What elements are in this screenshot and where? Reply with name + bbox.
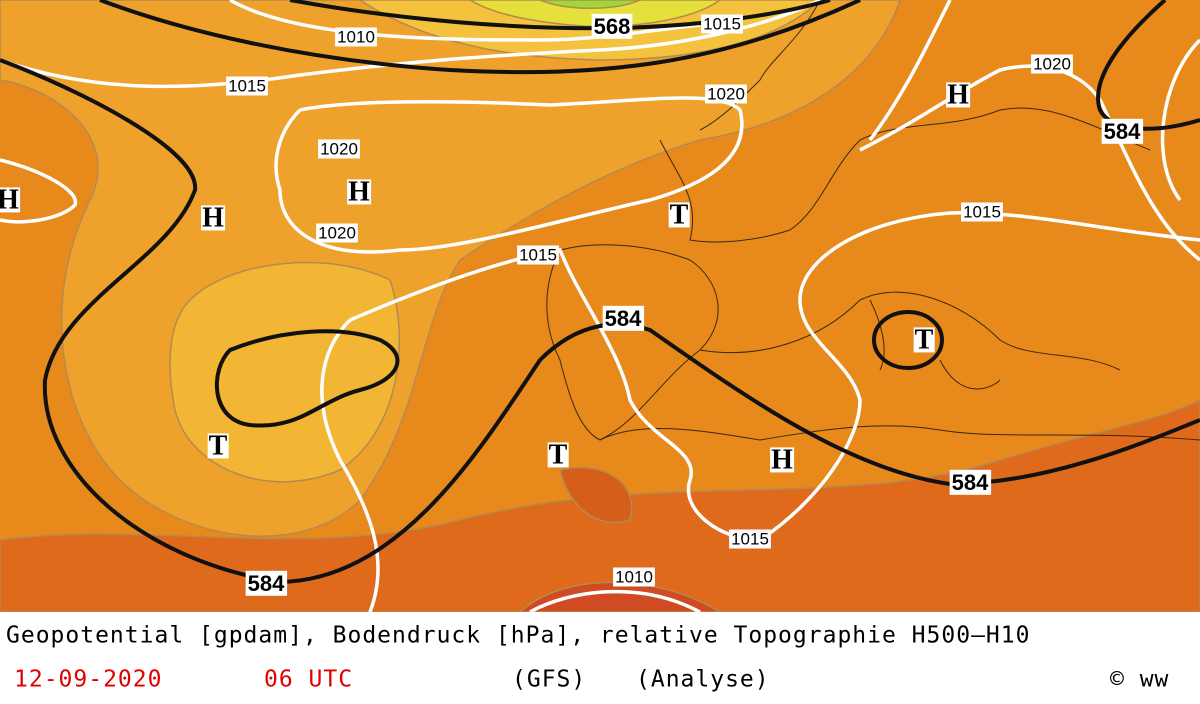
contour-label: 1010: [337, 27, 375, 46]
contour-label: 1015: [519, 245, 557, 264]
label-box: [517, 245, 559, 265]
contour-label: 1015: [963, 202, 1001, 221]
contour-label: 1010: [615, 567, 653, 586]
label-box: [1101, 118, 1144, 144]
caption-date: 12-09-2020: [14, 667, 162, 693]
label-box: [1031, 54, 1073, 74]
center-box: [207, 433, 229, 459]
center-box: [201, 205, 226, 231]
caption-copyright: © ww: [1110, 667, 1169, 693]
center-box: [668, 202, 690, 228]
center-box: [946, 82, 971, 108]
contour-label: 1015: [731, 529, 769, 548]
pressure-center: T: [209, 430, 228, 461]
label-box: [701, 14, 743, 34]
contour-label: 1020: [318, 223, 356, 242]
caption-model: (GFS): [512, 667, 586, 693]
label-box: [318, 139, 360, 159]
pressure-center: H: [0, 184, 19, 215]
shading: [0, 0, 1200, 613]
caption-run: (Analyse): [636, 667, 770, 693]
pressure-center: T: [670, 199, 689, 230]
label-box: [602, 305, 645, 331]
center-box: [770, 447, 795, 473]
contour-label: 584: [248, 571, 285, 596]
contour-label: 584: [1104, 119, 1141, 144]
coastlines: [546, 0, 1200, 441]
caption-time: 06 UTC: [264, 667, 353, 693]
pressure-center: H: [947, 79, 969, 110]
center-box: [547, 442, 569, 468]
label-box: [591, 13, 633, 39]
contour-label: 584: [952, 470, 989, 495]
label-box: [729, 529, 771, 549]
pressure-center: T: [549, 439, 568, 470]
label-box: [316, 223, 358, 243]
pressure-center: H: [771, 444, 793, 475]
map-labels: 568 1015 1010 1015 1020 1020 584 1020 1020 1015 10…: [0, 13, 1144, 596]
center-box: [347, 179, 372, 205]
label-box: [245, 570, 288, 596]
label-box: [705, 84, 747, 104]
pressure-center: H: [348, 176, 370, 207]
center-box: [0, 187, 21, 213]
pressure-center: T: [915, 324, 934, 355]
pressure-center: H: [202, 202, 224, 233]
contour-label: 1015: [703, 14, 741, 33]
caption-background: [0, 612, 1200, 700]
label-box: [226, 76, 268, 96]
contour-label: 568: [594, 14, 631, 39]
center-box: [913, 327, 935, 353]
label-box: [335, 27, 377, 47]
caption-title: Geopotential [gpdam], Bodendruck [hPa], …: [6, 623, 1030, 649]
contour-label: 584: [605, 306, 642, 331]
contour-label: 1020: [707, 84, 745, 103]
contour-label: 1020: [1033, 54, 1071, 73]
label-box: [961, 202, 1003, 222]
label-box: [949, 469, 992, 495]
label-box: [613, 567, 655, 587]
contour-label: 1015: [228, 76, 266, 95]
contour-label: 1020: [320, 139, 358, 158]
